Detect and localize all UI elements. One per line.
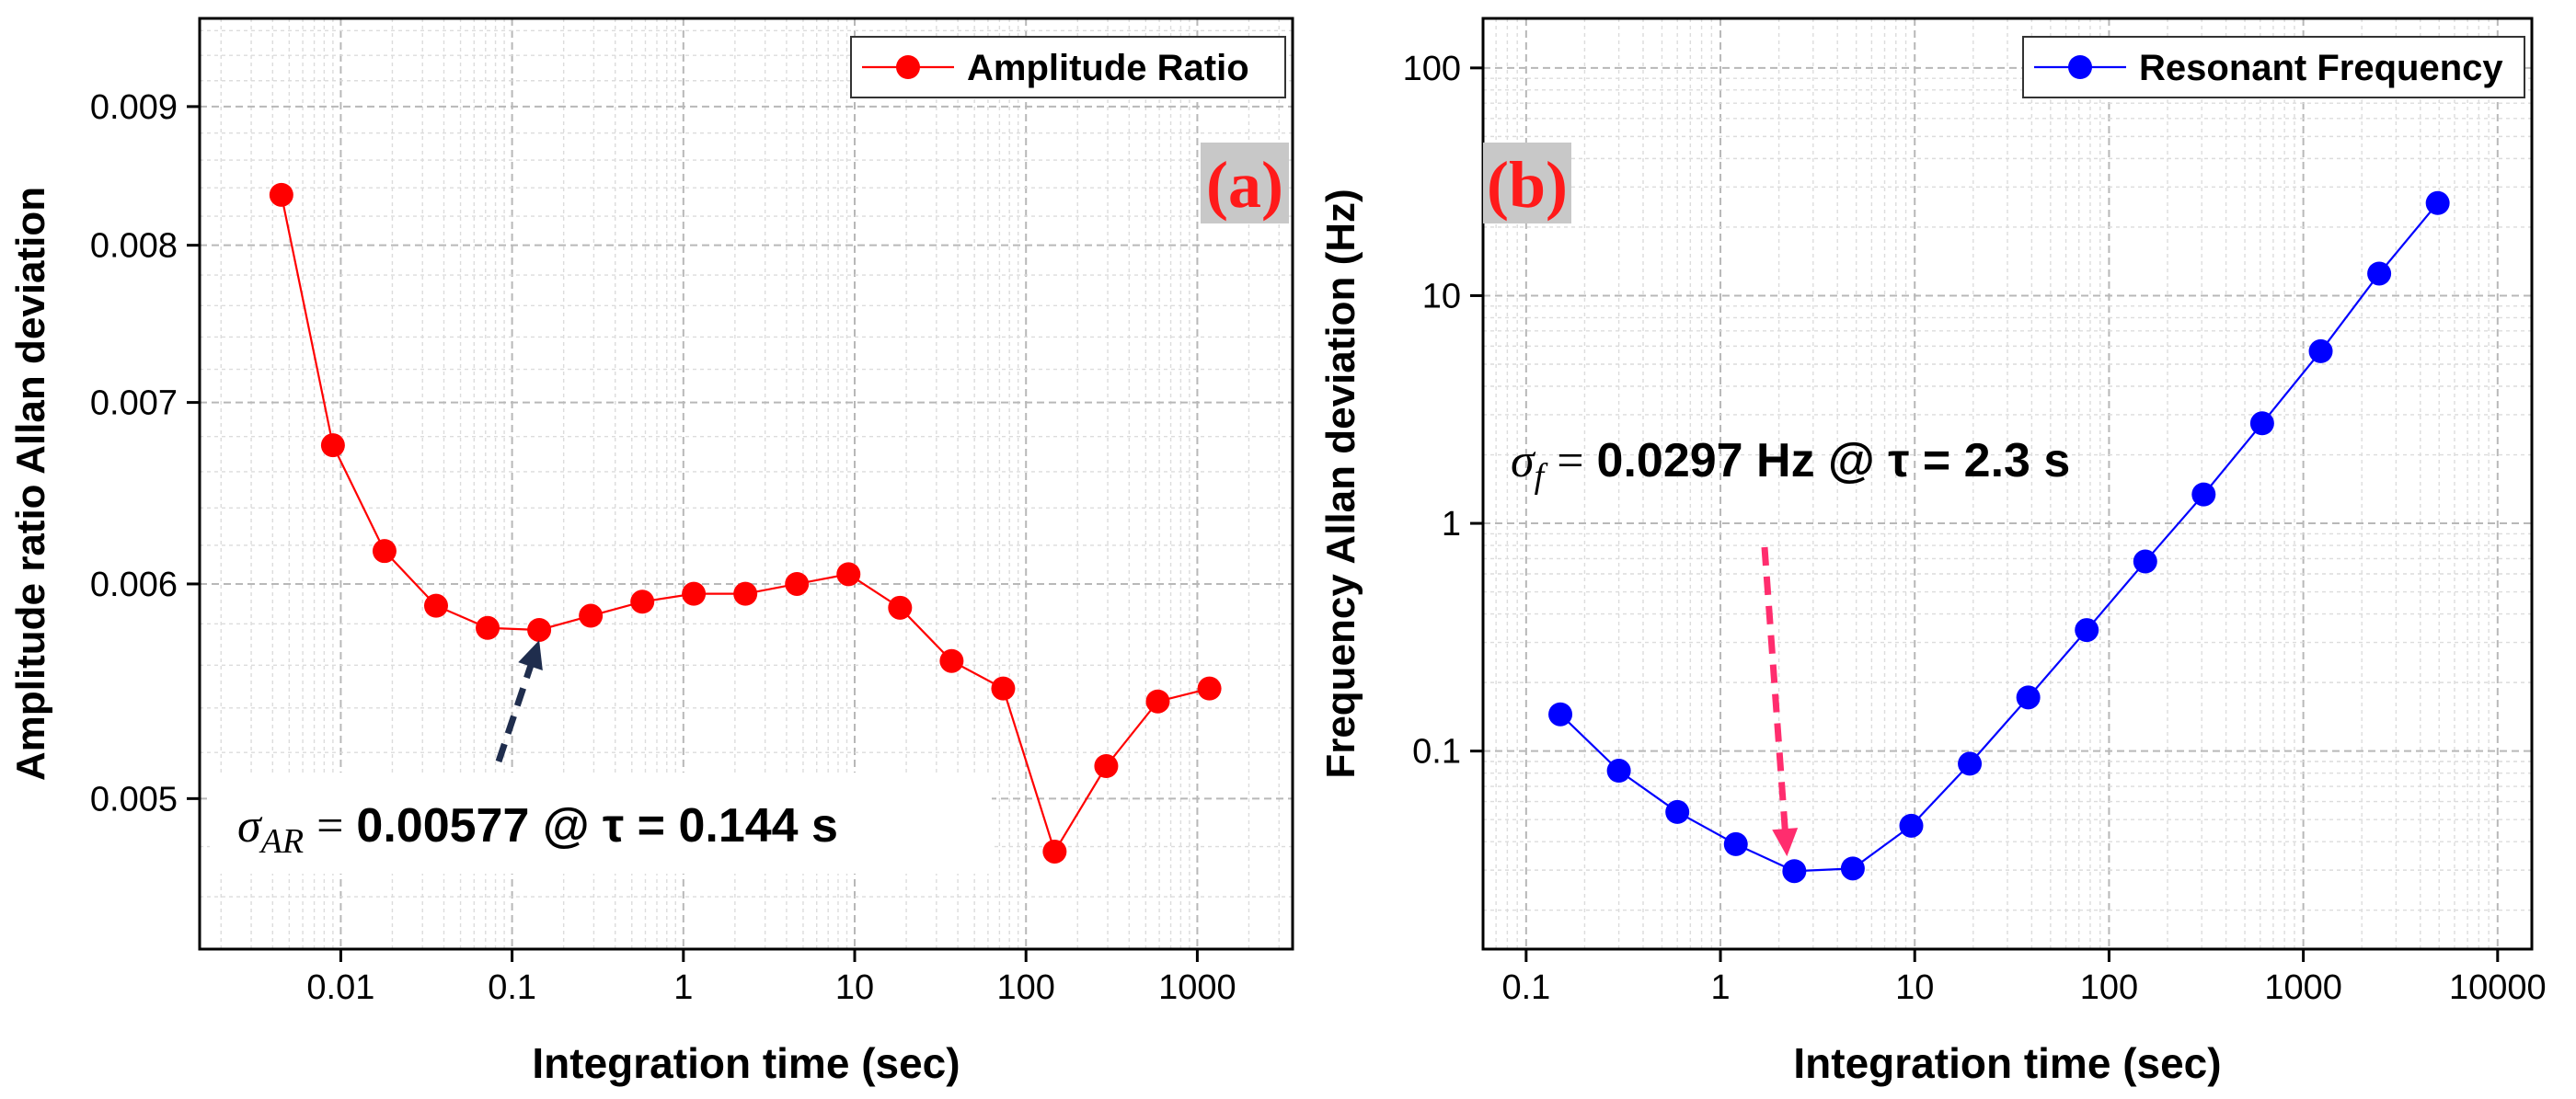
data-point xyxy=(527,617,552,642)
x-tick-label: 1 xyxy=(673,968,693,1007)
data-point xyxy=(1606,759,1631,784)
x-tick-label: 10 xyxy=(835,968,874,1007)
y-tick-label: 0.007 xyxy=(90,384,178,423)
data-point xyxy=(836,562,861,587)
data-point xyxy=(269,182,293,207)
data-point xyxy=(2425,190,2450,215)
data-point xyxy=(1042,839,1067,864)
x-axis-label: Integration time (sec) xyxy=(532,1039,960,1087)
data-point xyxy=(320,433,345,458)
data-point xyxy=(733,581,758,606)
legend-b: Resonant Frequency xyxy=(2022,36,2525,98)
data-point xyxy=(2016,685,2041,710)
data-point xyxy=(2133,549,2157,574)
x-tick-label: 1000 xyxy=(1158,968,1236,1007)
data-point xyxy=(2075,618,2099,643)
y-axis-label: Amplitude ratio Allan deviation xyxy=(8,187,53,781)
data-point xyxy=(682,581,707,606)
data-point xyxy=(1782,859,1807,884)
y-tick-label: 10 xyxy=(1422,277,1461,315)
data-point xyxy=(1899,813,1924,838)
x-tick-label: 1000 xyxy=(2264,968,2342,1007)
annotation-text: σf = 0.0297 Hz @ τ = 2.3 s xyxy=(1511,434,2070,496)
data-point xyxy=(2367,261,2392,286)
y-tick-label: 0.005 xyxy=(90,780,178,819)
data-point xyxy=(1665,799,1690,824)
panel-label: (b) xyxy=(1487,148,1568,222)
grid-b xyxy=(1483,18,2532,949)
y-tick-label: 0.008 xyxy=(90,227,178,266)
data-point xyxy=(991,676,1016,701)
data-point xyxy=(579,603,604,628)
data-point xyxy=(939,648,964,673)
annotation-arrowhead xyxy=(518,640,543,671)
legend-marker xyxy=(896,55,920,79)
data-point xyxy=(1145,689,1170,714)
data-point xyxy=(1197,676,1222,701)
data-point xyxy=(2249,411,2274,436)
x-tick-label: 1 xyxy=(1710,968,1730,1007)
y-tick-label: 0.1 xyxy=(1412,733,1461,772)
x-tick-label: 100 xyxy=(997,968,1055,1007)
legend-label: Amplitude Ratio xyxy=(967,48,1249,88)
annotation-a: σAR = 0.00577 @ τ = 0.144 s xyxy=(210,640,992,874)
data-point xyxy=(785,571,810,596)
data-point xyxy=(888,595,913,620)
panel-label-bg xyxy=(1483,143,1571,223)
data-point xyxy=(476,615,500,640)
legend-marker xyxy=(2068,55,2092,79)
data-point xyxy=(423,593,448,618)
data-point xyxy=(1840,856,1865,881)
data-point xyxy=(2308,338,2333,363)
legend-a: Amplitude Ratio xyxy=(850,36,1286,98)
y-tick-label: 0.006 xyxy=(90,566,178,604)
x-axis-label: Integration time (sec) xyxy=(1793,1039,2221,1087)
panel-a: 0.01 0.1 1 10 100 1000 0.005 0.006 0.007 0.008 0.0… xyxy=(8,17,1294,1087)
annotation-arrow xyxy=(495,659,535,763)
panel-label: (a) xyxy=(1206,148,1283,222)
series-line-b xyxy=(1559,202,2439,873)
x-tick-label: 0.01 xyxy=(306,968,374,1007)
annotation-arrowhead xyxy=(1772,828,1799,857)
data-point xyxy=(2191,482,2216,507)
data-point xyxy=(1094,753,1119,778)
annotation-text: σAR = 0.00577 @ τ = 0.144 s xyxy=(237,799,838,861)
x-tick-label: 10 xyxy=(1895,968,1934,1007)
data-point xyxy=(1548,702,1573,727)
y-axis-label: Frequency Allan deviation (Hz) xyxy=(1318,189,1363,778)
data-point xyxy=(372,539,397,564)
axes-frame-b xyxy=(1481,17,2534,951)
x-tick-label: 100 xyxy=(2080,968,2138,1007)
x-tick-label: 10000 xyxy=(2449,968,2547,1007)
x-tick-label: 0.1 xyxy=(488,968,536,1007)
data-point xyxy=(1958,751,1983,776)
x-tick-label: 0.1 xyxy=(1501,968,1550,1007)
panel-b: 0.1 1 10 100 1000 10000 0.1 1 10 100 Integration t… xyxy=(1318,17,2547,1087)
annotation-arrow xyxy=(1761,546,1789,835)
data-point xyxy=(1723,831,1748,856)
data-point xyxy=(630,590,655,614)
annotation-bg xyxy=(210,773,992,874)
legend-label: Resonant Frequency xyxy=(2139,48,2503,88)
y-tick-label: 1 xyxy=(1442,505,1461,544)
annotation-b: σf = 0.0297 Hz @ τ = 2.3 s xyxy=(1511,434,2070,857)
y-tick-label: 0.009 xyxy=(90,88,178,127)
axes-frame-a xyxy=(198,17,1294,951)
y-tick-label: 100 xyxy=(1403,50,1461,88)
panel-label-bg xyxy=(1201,143,1289,223)
